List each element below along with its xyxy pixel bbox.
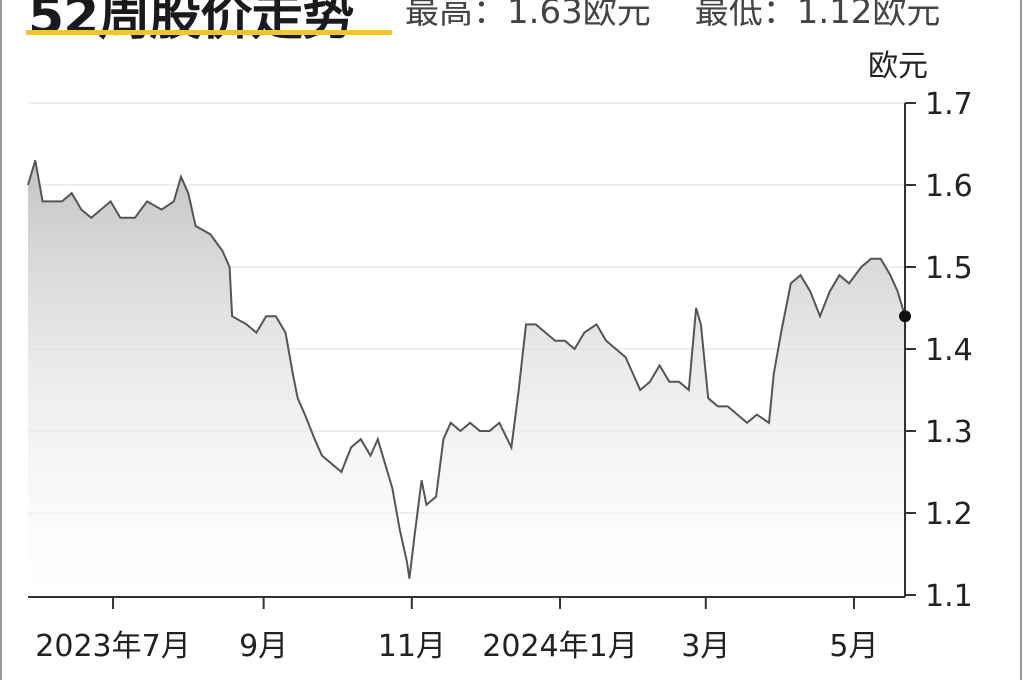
y-tick-label: 1.1: [925, 579, 973, 614]
y-tick-label: 1.7: [925, 87, 973, 122]
y-tick-label: 1.5: [925, 251, 973, 286]
price-area: [28, 160, 905, 597]
x-tick-label: 3月: [681, 629, 730, 664]
low-price-label: 最低：1.12欧元: [694, 0, 941, 32]
y-tick-label: 1.6: [925, 169, 973, 204]
chart-subtitle: 最高：1.63欧元 最低：1.12欧元: [405, 0, 984, 33]
chart-title: 52周股价走势: [28, 0, 354, 47]
high-price-label: 最高：1.63欧元: [405, 0, 651, 32]
x-tick-label: 11月: [378, 629, 446, 664]
x-tick-label: 2023年7月: [35, 629, 190, 664]
y-tick-label: 1.3: [925, 415, 973, 450]
y-tick-label: 1.4: [925, 333, 973, 368]
y-axis-unit: 欧元: [868, 49, 928, 84]
price-line: [27, 160, 906, 579]
last-price-marker: [899, 310, 911, 323]
y-tick-label: 1.2: [925, 497, 973, 532]
title-underline: [26, 30, 392, 35]
x-tick-label: 2024年1月: [482, 629, 637, 664]
x-tick-label: 5月: [829, 629, 878, 664]
x-tick-label: 9月: [239, 629, 288, 664]
